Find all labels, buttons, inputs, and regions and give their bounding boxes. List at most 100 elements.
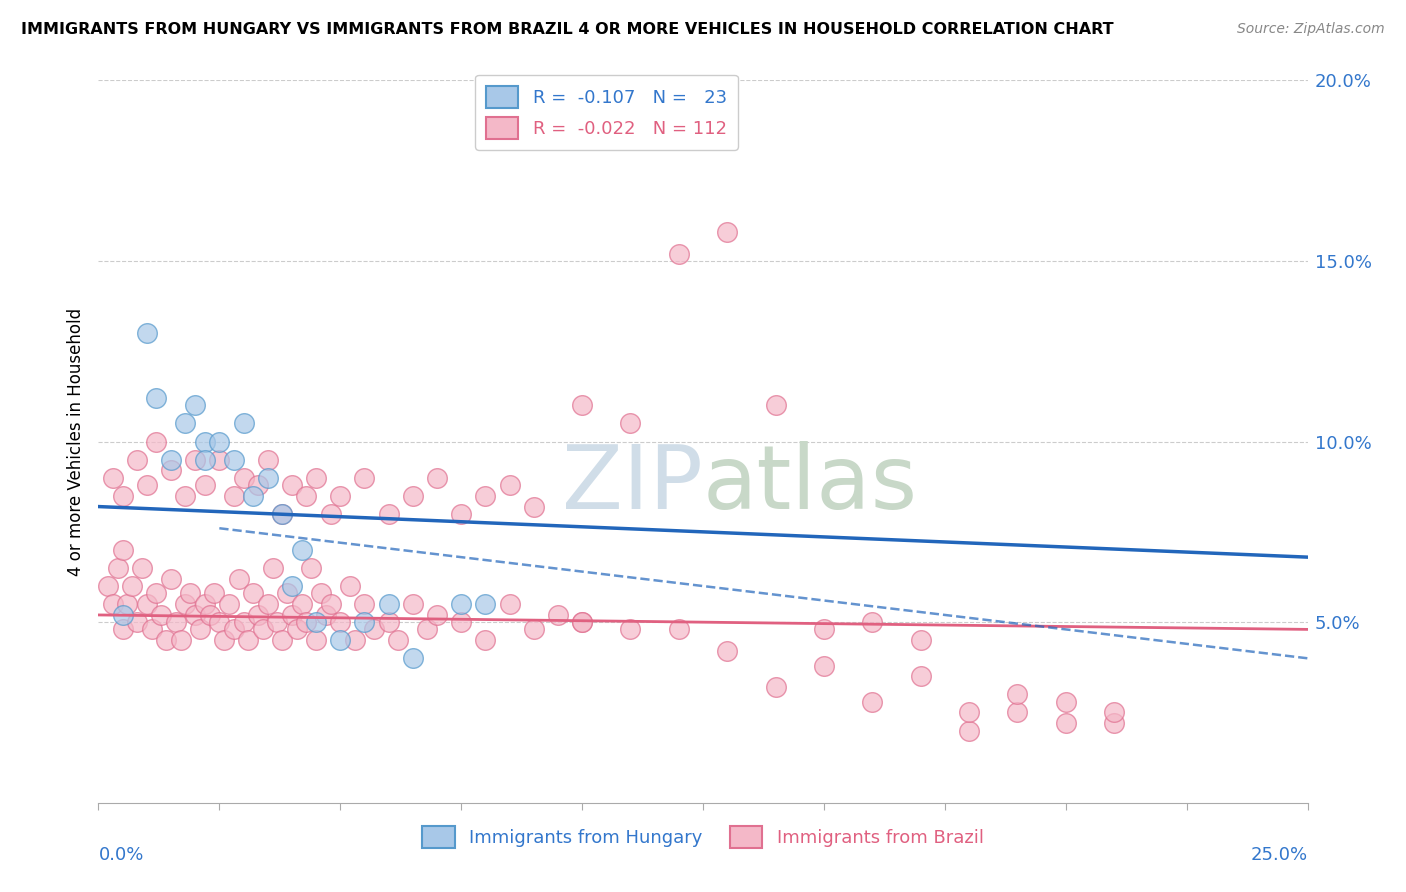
Point: [329, 633, 352, 648]
Point: [353, 471, 375, 485]
Point: [155, 633, 177, 648]
Point: [160, 463, 183, 477]
Point: [305, 615, 328, 630]
Point: [765, 398, 787, 412]
Point: [281, 478, 304, 492]
Point: [127, 452, 149, 467]
Point: [305, 471, 328, 485]
Point: [547, 607, 569, 622]
Point: [450, 597, 472, 611]
Point: [619, 623, 641, 637]
Point: [619, 417, 641, 431]
Point: [339, 579, 361, 593]
Point: [160, 572, 183, 586]
Point: [426, 471, 449, 485]
Point: [295, 615, 318, 630]
Text: 0.0%: 0.0%: [98, 847, 143, 864]
Point: [329, 615, 352, 630]
Point: [402, 489, 425, 503]
Point: [498, 597, 520, 611]
Point: [295, 489, 318, 503]
Point: [765, 680, 787, 694]
Point: [450, 507, 472, 521]
Point: [910, 669, 932, 683]
Point: [218, 597, 240, 611]
Point: [957, 723, 980, 738]
Point: [377, 507, 399, 521]
Point: [150, 607, 173, 622]
Point: [315, 607, 337, 622]
Point: [262, 561, 284, 575]
Point: [127, 615, 149, 630]
Point: [97, 579, 120, 593]
Point: [107, 561, 129, 575]
Point: [305, 633, 328, 648]
Point: [813, 623, 835, 637]
Point: [222, 452, 245, 467]
Point: [285, 623, 308, 637]
Point: [668, 623, 690, 637]
Point: [523, 623, 546, 637]
Point: [256, 597, 278, 611]
Point: [228, 572, 250, 586]
Point: [402, 597, 425, 611]
Point: [121, 579, 143, 593]
Point: [377, 597, 399, 611]
Point: [242, 586, 264, 600]
Point: [281, 579, 304, 593]
Point: [426, 607, 449, 622]
Point: [242, 489, 264, 503]
Point: [208, 615, 231, 630]
Point: [160, 452, 183, 467]
Point: [145, 434, 167, 449]
Point: [1054, 695, 1077, 709]
Point: [194, 434, 217, 449]
Point: [194, 452, 217, 467]
Point: [271, 633, 294, 648]
Point: [329, 489, 352, 503]
Point: [145, 586, 167, 600]
Point: [474, 597, 496, 611]
Text: 25.0%: 25.0%: [1250, 847, 1308, 864]
Point: [1007, 687, 1029, 701]
Point: [571, 615, 593, 630]
Point: [363, 623, 385, 637]
Point: [184, 607, 207, 622]
Text: ZIP: ZIP: [562, 442, 703, 528]
Point: [247, 607, 270, 622]
Point: [266, 615, 288, 630]
Point: [319, 507, 342, 521]
Point: [208, 434, 231, 449]
Point: [523, 500, 546, 514]
Point: [860, 695, 883, 709]
Point: [238, 633, 260, 648]
Point: [271, 507, 294, 521]
Point: [222, 489, 245, 503]
Point: [256, 452, 278, 467]
Point: [290, 597, 312, 611]
Point: [377, 615, 399, 630]
Point: [101, 597, 124, 611]
Point: [276, 586, 298, 600]
Point: [271, 507, 294, 521]
Point: [252, 623, 274, 637]
Point: [194, 478, 217, 492]
Point: [290, 542, 312, 557]
Point: [145, 391, 167, 405]
Point: [135, 597, 157, 611]
Point: [353, 597, 375, 611]
Point: [1007, 706, 1029, 720]
Point: [1054, 716, 1077, 731]
Point: [450, 615, 472, 630]
Point: [353, 615, 375, 630]
Point: [174, 417, 197, 431]
Point: [1102, 716, 1125, 731]
Point: [387, 633, 409, 648]
Point: [474, 489, 496, 503]
Point: [111, 542, 134, 557]
Point: [117, 597, 139, 611]
Point: [281, 607, 304, 622]
Text: Source: ZipAtlas.com: Source: ZipAtlas.com: [1237, 22, 1385, 37]
Point: [247, 478, 270, 492]
Point: [131, 561, 153, 575]
